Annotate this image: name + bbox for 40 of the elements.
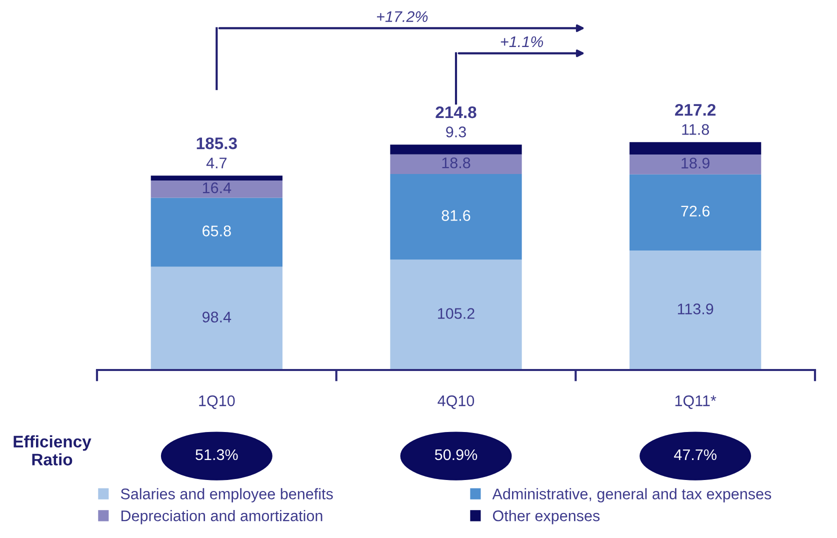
bar	[630, 142, 762, 155]
bar	[390, 154, 522, 174]
data-label: 18.9	[682, 158, 710, 169]
text: 47.7%	[674, 449, 716, 460]
x-tick-label: 1Q10	[199, 395, 235, 409]
x-tick-label: 4Q10	[438, 395, 474, 409]
bar	[630, 250, 762, 370]
data-label: 98.4	[202, 312, 232, 322]
text: 50.9%	[434, 449, 478, 460]
bar	[630, 154, 762, 174]
data-label: 113.9	[678, 304, 714, 314]
total-label: 185.3	[196, 137, 237, 150]
bar	[630, 174, 762, 251]
data-label: 105.2	[438, 308, 474, 319]
text: 51.3%	[196, 449, 238, 460]
data-label: 11.8	[682, 124, 709, 135]
legend-label: Depreciation and amortization	[121, 510, 322, 524]
data-label: 9.3	[446, 126, 466, 138]
bar	[390, 144, 522, 154]
legend-label: Other expenses	[492, 510, 600, 524]
bar	[390, 260, 522, 370]
bar	[150, 266, 282, 370]
text: Efficiency Ratio	[14, 435, 92, 466]
total-label: 217.2	[675, 104, 716, 116]
data-label: 72.6	[681, 206, 710, 217]
bar	[150, 198, 282, 267]
data-label: 65.8	[202, 226, 231, 236]
text: +1.1%	[500, 36, 544, 48]
data-label: 4.7	[206, 158, 227, 168]
bar	[390, 174, 522, 260]
text: +17.2%	[377, 11, 428, 22]
total-label: 214.8	[436, 106, 476, 118]
bar	[150, 176, 282, 181]
data-label: 16.4	[202, 182, 232, 194]
x-tick-label: 1Q11*	[675, 395, 716, 409]
legend-label: Salaries and employee benefits	[120, 488, 333, 502]
data-label: 81.6	[442, 210, 470, 221]
legend-label: Administrative, general and tax expenses	[492, 488, 772, 502]
data-label: 18.8	[442, 157, 470, 168]
bar	[150, 180, 282, 198]
